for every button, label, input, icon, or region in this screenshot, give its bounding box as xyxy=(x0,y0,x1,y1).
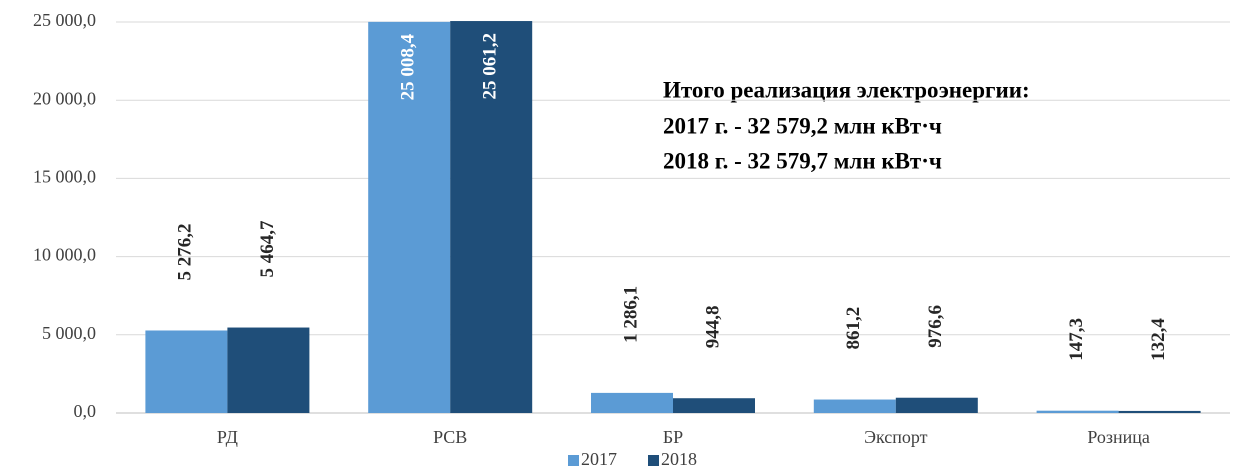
x-tick-label: РСВ xyxy=(433,427,467,447)
legend-swatch xyxy=(648,455,659,466)
annotation: 2017 г. - 32 579,2 млн кВт·ч xyxy=(663,113,942,138)
bar xyxy=(813,399,896,413)
x-tick-label: Розница xyxy=(1087,427,1150,447)
x-tick-label: Экспорт xyxy=(864,427,928,447)
value-label: 1 286,1 xyxy=(620,286,641,343)
bar xyxy=(673,398,755,413)
y-tick-label: 20 000,0 xyxy=(33,88,96,108)
x-tick-label: РД xyxy=(217,427,238,447)
value-label: 147,3 xyxy=(1066,318,1087,361)
bar xyxy=(1118,410,1201,413)
legend-label: 2017 xyxy=(581,449,617,469)
bar xyxy=(895,397,978,413)
value-label: 944,8 xyxy=(702,305,723,348)
y-tick-label: 10 000,0 xyxy=(33,245,96,265)
annotation: 2018 г. - 32 579,7 млн кВт·ч xyxy=(663,148,942,173)
x-tick-label: БР xyxy=(663,427,683,447)
y-tick-label: 5 000,0 xyxy=(42,323,96,343)
value-label: 132,4 xyxy=(1148,318,1169,361)
value-label: 5 464,7 xyxy=(257,220,278,278)
annotation: Итого реализация электроэнергии: xyxy=(663,77,1030,102)
bar xyxy=(450,21,533,413)
bar xyxy=(145,330,228,413)
value-label: 861,2 xyxy=(843,307,864,350)
legend-swatch xyxy=(568,455,579,466)
bar xyxy=(368,21,451,414)
y-tick-label: 25 000,0 xyxy=(33,10,96,30)
legend-label: 2018 xyxy=(661,449,697,469)
value-label: 976,6 xyxy=(925,305,946,348)
value-label: 25 008,4 xyxy=(398,33,419,100)
y-tick-label: 15 000,0 xyxy=(33,167,96,187)
bar xyxy=(591,392,673,413)
bar xyxy=(1036,410,1119,413)
value-label: 5 276,2 xyxy=(175,223,196,280)
value-label: 25 061,2 xyxy=(480,33,501,100)
y-tick-label: 0,0 xyxy=(74,401,97,421)
bar xyxy=(227,327,310,413)
